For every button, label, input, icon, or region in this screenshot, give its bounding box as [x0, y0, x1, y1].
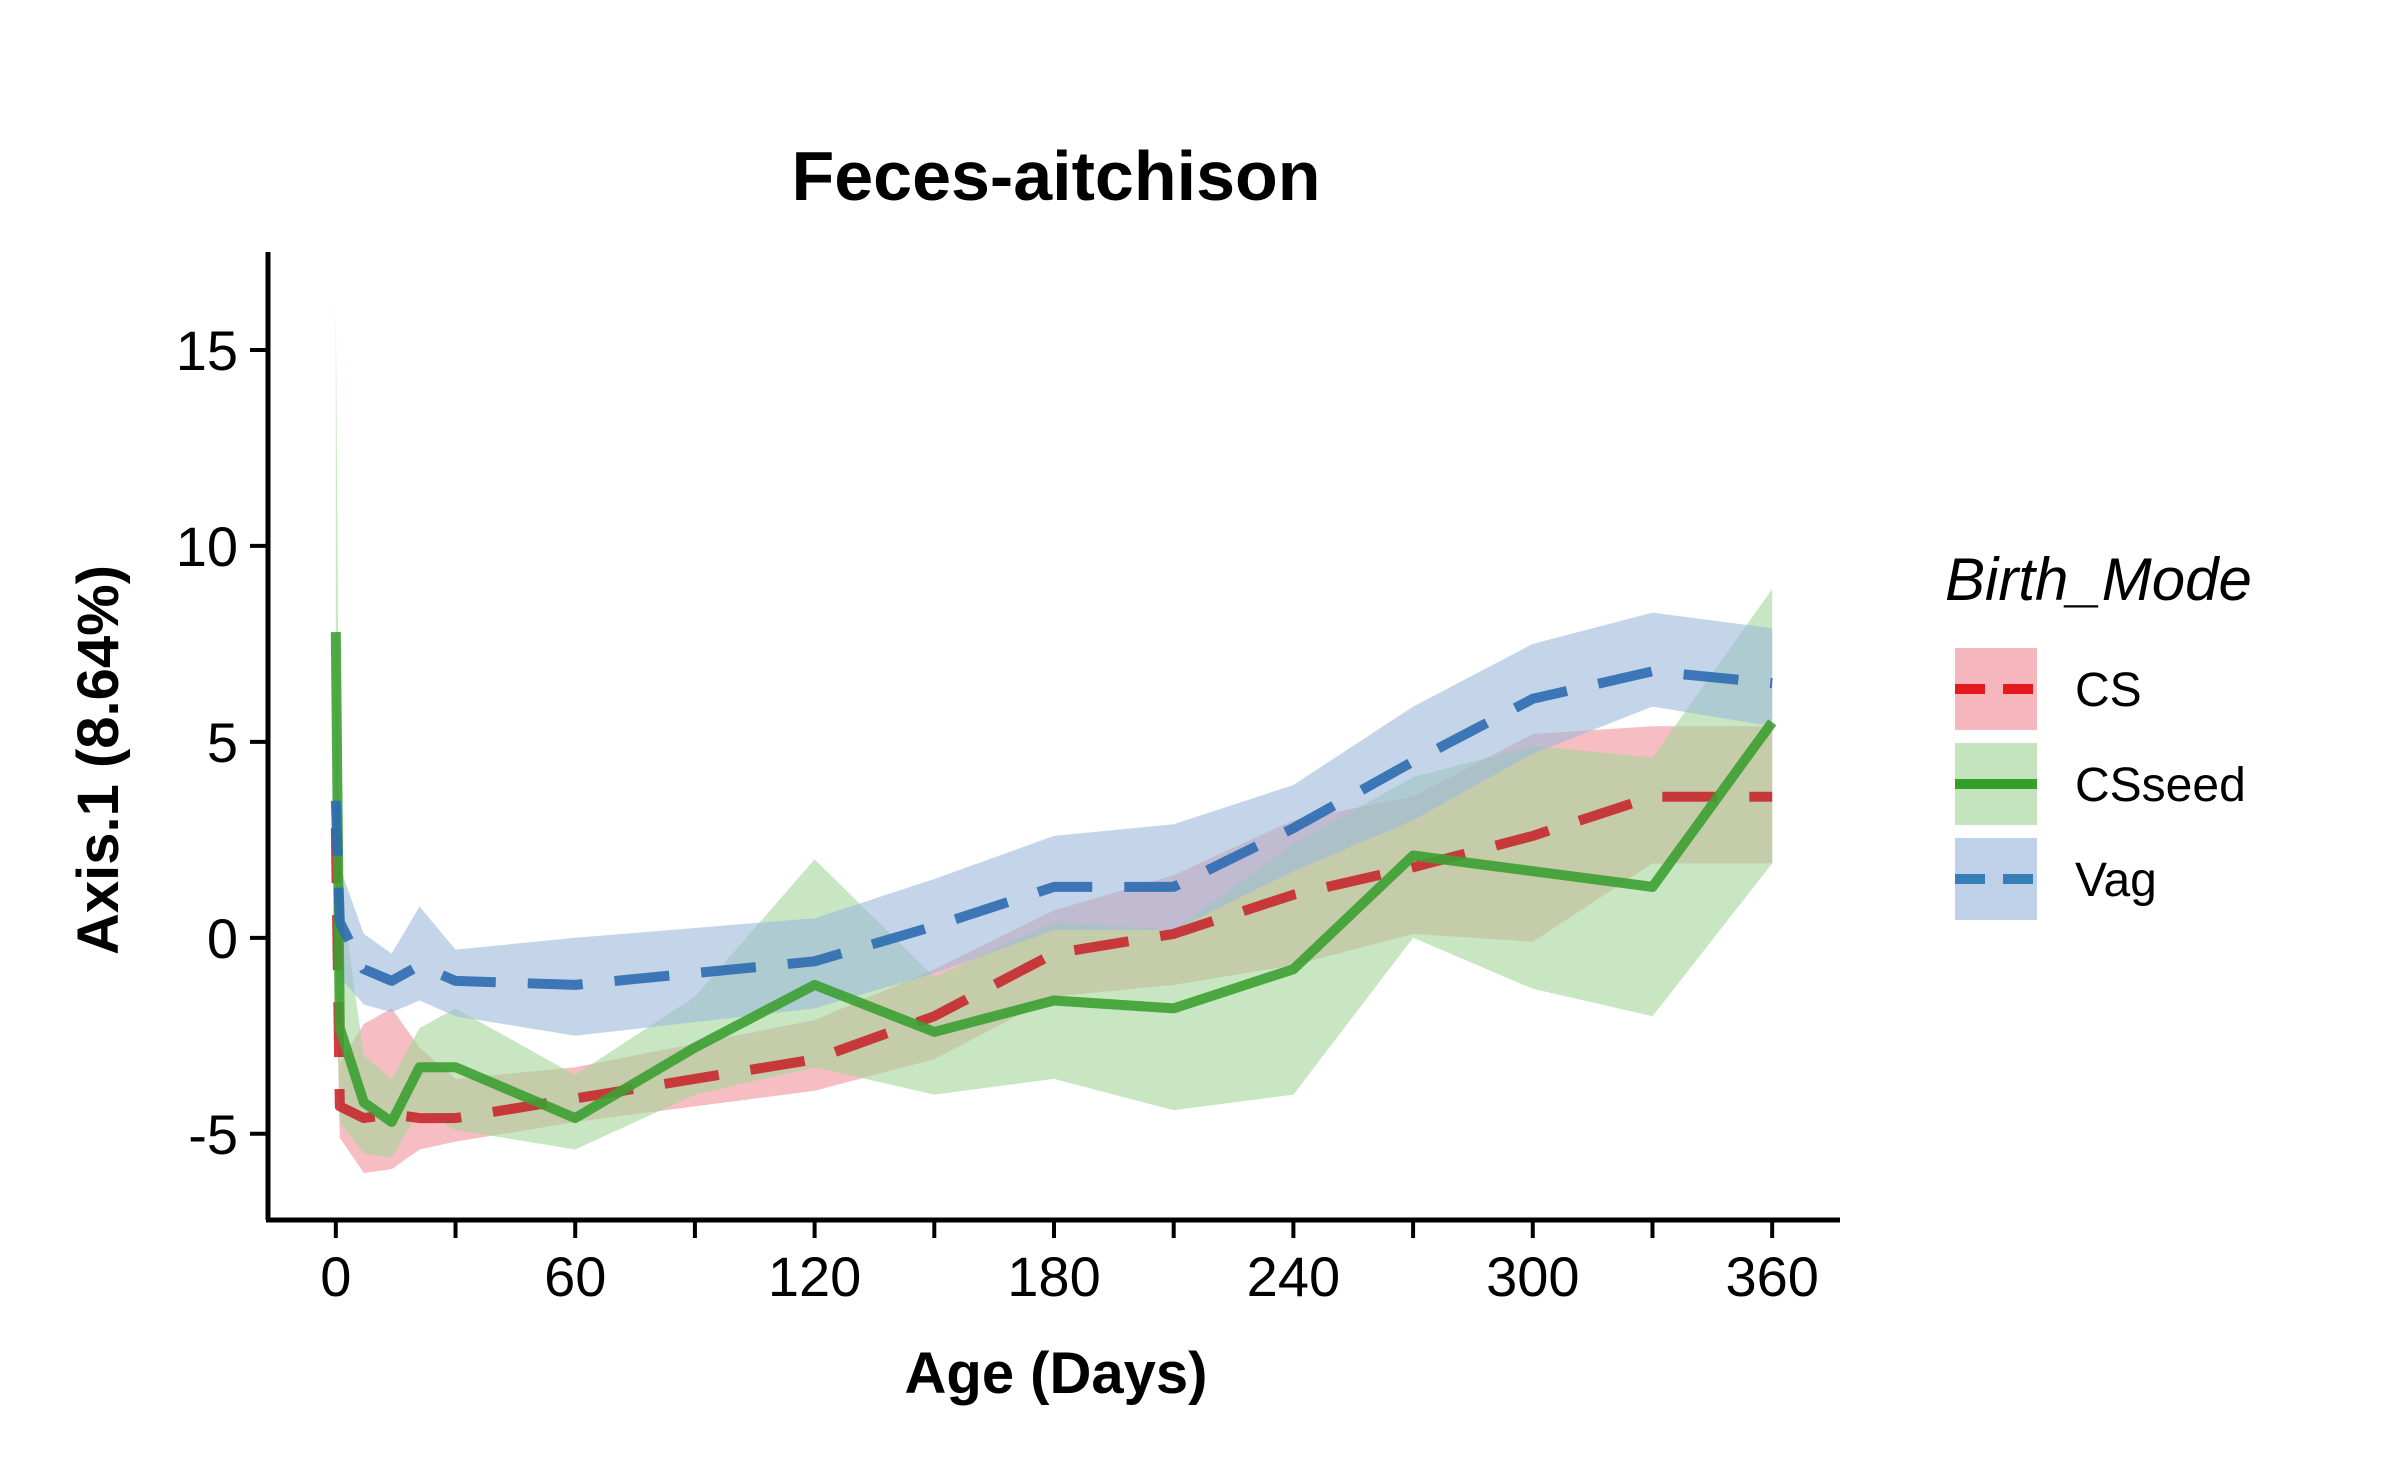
legend: Birth_Mode CS CSseed Vag: [1945, 546, 2252, 920]
legend-item-cs: CS: [1955, 648, 2142, 730]
plot-area: [330, 302, 1777, 1173]
legend-label: CSseed: [2075, 759, 2246, 812]
y-ticks: -5 0 5 10 15: [176, 319, 268, 1166]
y-tick-label: -5: [188, 1103, 238, 1166]
chart-title: Feces-aitchison: [791, 137, 1320, 215]
y-tick-label: 15: [176, 319, 238, 382]
legend-label: Vag: [2075, 854, 2157, 907]
legend-item-vag: Vag: [1955, 838, 2157, 920]
y-tick-label: 10: [176, 515, 238, 578]
axes: 0 60 120 180 240 300 360 -5 0 5 10 15: [176, 252, 1840, 1308]
x-tick-label: 300: [1486, 1245, 1579, 1308]
line-cs: [330, 791, 1773, 1124]
y-tick-label: 0: [207, 907, 238, 970]
legend-title: Birth_Mode: [1945, 546, 2252, 613]
x-tick-label: 120: [768, 1245, 861, 1308]
line-vag: [330, 666, 1773, 990]
line-csseed: [330, 632, 1777, 1127]
x-axis-title: Age (Days): [905, 1341, 1208, 1406]
x-tick-label: 180: [1007, 1245, 1100, 1308]
x-tick-label: 0: [320, 1245, 351, 1308]
band-csseed: [335, 302, 1773, 1158]
y-tick-label: 5: [207, 711, 238, 774]
band-vag: [335, 612, 1773, 1036]
x-tick-label: 360: [1725, 1245, 1818, 1308]
y-axis-title: Axis.1 (8.64%): [66, 565, 131, 955]
x-tick-label: 60: [544, 1245, 606, 1308]
legend-label: CS: [2075, 664, 2142, 717]
legend-item-csseed: CSseed: [1955, 743, 2246, 825]
x-tick-label: 240: [1247, 1245, 1340, 1308]
x-ticks: 0 60 120 180 240 300 360: [320, 1220, 1819, 1308]
